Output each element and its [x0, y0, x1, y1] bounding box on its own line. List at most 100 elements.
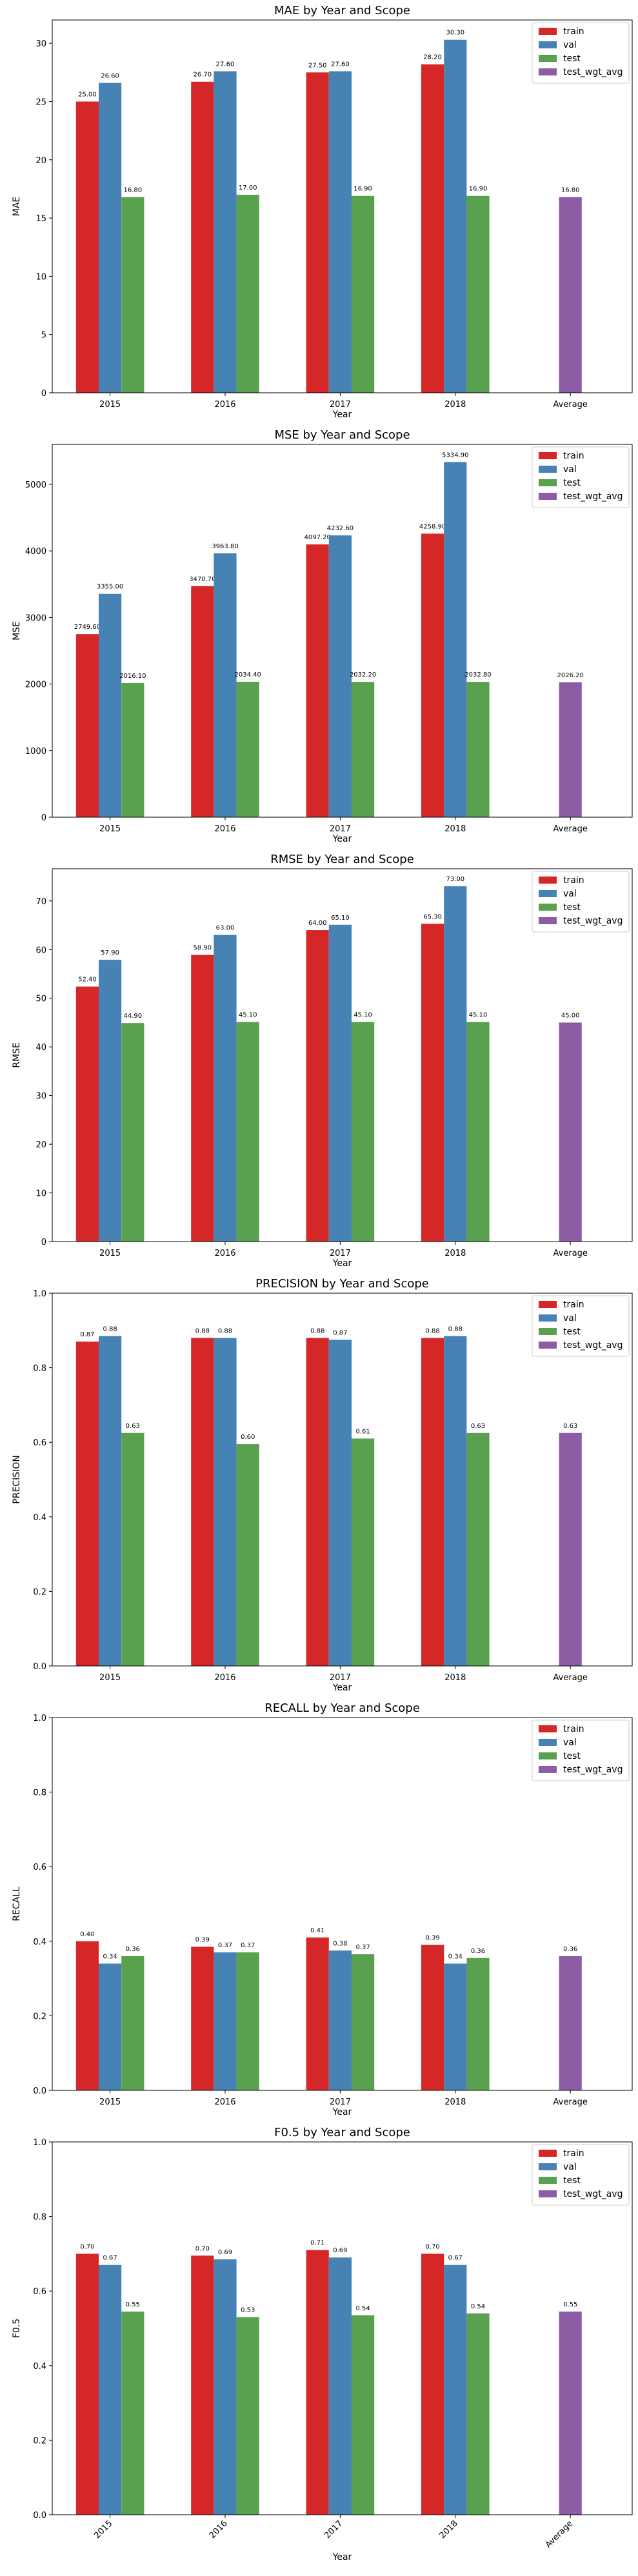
y-tick-label: 1000 — [25, 747, 46, 757]
x-tick-label: 2015 — [99, 1249, 121, 1258]
y-tick-label: 0.6 — [33, 1863, 46, 1872]
data-label: 27.60 — [216, 61, 235, 68]
bar-test_wgt_avg-Average — [559, 1022, 582, 1242]
data-label: 26.60 — [101, 73, 119, 80]
legend-swatch-val — [539, 890, 557, 897]
bar-train-2015 — [75, 986, 99, 1242]
y-tick-label: 4000 — [25, 547, 46, 557]
x-axis-label: Year — [332, 1258, 352, 1269]
data-label: 3963.80 — [212, 543, 238, 550]
data-label: 0.88 — [218, 1327, 232, 1334]
data-label: 45.00 — [561, 1012, 580, 1019]
bar-val-2017 — [328, 924, 352, 1242]
y-tick-label: 50 — [35, 995, 46, 1004]
x-tick-label: Average — [553, 1249, 588, 1258]
data-label: 0.88 — [448, 1325, 463, 1333]
legend-box — [532, 446, 630, 508]
legend-swatch-val — [539, 466, 557, 473]
x-tick-label: 2016 — [214, 1673, 235, 1683]
bar-test-2015 — [121, 1432, 145, 1666]
legend-box — [532, 1719, 630, 1781]
y-tick-label: 10 — [35, 272, 46, 282]
x-tick-label: 2016 — [208, 2519, 230, 2541]
bar-val-2017 — [328, 2257, 352, 2515]
legend-entry-test_wgt_avg: test_wgt_avg — [563, 2189, 623, 2199]
data-label: 2026.20 — [557, 672, 584, 679]
legend: train val test test_wgt_avg — [532, 446, 630, 508]
bar-train-2016 — [191, 586, 214, 817]
legend-entry-test_wgt_avg: test_wgt_avg — [563, 491, 623, 502]
data-label: 0.88 — [425, 1327, 439, 1334]
y-tick-label: 0 — [41, 389, 46, 399]
x-tick-label: 2016 — [214, 2097, 235, 2107]
x-tick-label: 2015 — [99, 400, 121, 410]
legend-swatch-train — [539, 28, 557, 35]
chart-title: MSE by Year and Scope — [274, 428, 410, 442]
bar-train-2017 — [306, 930, 329, 1242]
legend-entry-train: train — [563, 2148, 584, 2159]
chart-title: RECALL by Year and Scope — [264, 1701, 420, 1715]
bar-test-2015 — [121, 1956, 145, 2090]
bar-val-2017 — [328, 1340, 352, 1666]
y-tick-label: 0.2 — [33, 2012, 46, 2021]
legend-swatch-train — [539, 1301, 557, 1308]
data-label: 17.00 — [239, 184, 257, 192]
bar-test_wgt_avg-Average — [559, 1432, 582, 1666]
chart-title: PRECISION by Year and Scope — [255, 1277, 429, 1291]
x-tick-label: 2018 — [444, 400, 466, 410]
data-label: 2032.80 — [464, 671, 491, 679]
legend-box — [532, 22, 630, 84]
x-tick-label: 2017 — [330, 400, 351, 410]
bar-test-2018 — [466, 1022, 490, 1242]
bar-train-2018 — [421, 1338, 444, 1666]
bar-test-2017 — [352, 1438, 375, 1666]
data-label: 0.71 — [310, 2240, 324, 2247]
data-label: 16.80 — [123, 187, 142, 194]
bar-val-2016 — [214, 553, 237, 817]
data-label: 52.40 — [78, 976, 97, 984]
axes-frame — [52, 19, 633, 393]
data-label: 16.80 — [561, 187, 580, 194]
legend-swatch-test_wgt_avg — [539, 1342, 557, 1349]
legend: train val test test_wgt_avg — [532, 1295, 630, 1357]
bar-val-2016 — [214, 1952, 237, 2090]
legend-entry-val: val — [563, 464, 577, 475]
data-label: 0.60 — [241, 1434, 255, 1441]
bar-train-2018 — [421, 64, 444, 393]
bar-val-2018 — [444, 39, 467, 393]
bar-train-2016 — [191, 1338, 214, 1666]
chart-title: MAE by Year and Scope — [274, 4, 410, 17]
legend-entry-test: test — [563, 478, 581, 488]
legend-entry-test_wgt_avg: test_wgt_avg — [563, 916, 623, 926]
bar-test-2016 — [236, 194, 259, 393]
data-label: 0.36 — [126, 1946, 140, 1953]
legend-entry-test_wgt_avg: test_wgt_avg — [563, 67, 623, 77]
data-label: 0.54 — [355, 2305, 370, 2312]
legend-swatch-test_wgt_avg — [539, 917, 557, 924]
x-tick-label: 2017 — [330, 2097, 351, 2107]
bar-val-2018 — [444, 1336, 467, 1666]
legend-entry-test: test — [563, 2175, 581, 2186]
data-label: 16.90 — [354, 186, 372, 193]
axes-frame — [52, 1717, 633, 2091]
legend-swatch-test_wgt_avg — [539, 493, 557, 500]
bar-val-2015 — [99, 83, 122, 393]
legend-entry-val: val — [563, 889, 577, 899]
legend-swatch-test — [539, 1752, 557, 1759]
legend-swatch-val — [539, 41, 557, 48]
bar-train-2015 — [75, 101, 99, 393]
y-tick-label: 1.0 — [33, 1714, 46, 1723]
data-label: 0.41 — [310, 1927, 324, 1934]
legend: train val test test_wgt_avg — [532, 1719, 630, 1781]
bar-test-2017 — [352, 1022, 375, 1242]
x-tick-label: 2016 — [214, 824, 235, 834]
bar-val-2017 — [328, 535, 352, 817]
legend-entry-test: test — [563, 1327, 581, 1337]
data-label: 27.50 — [308, 62, 327, 69]
data-label: 0.38 — [333, 1940, 347, 1947]
axes-frame — [52, 444, 633, 818]
data-label: 2016.10 — [119, 673, 146, 680]
data-label: 4258.90 — [419, 523, 446, 530]
data-label: 0.67 — [448, 2255, 463, 2262]
data-label: 2034.40 — [235, 671, 261, 679]
